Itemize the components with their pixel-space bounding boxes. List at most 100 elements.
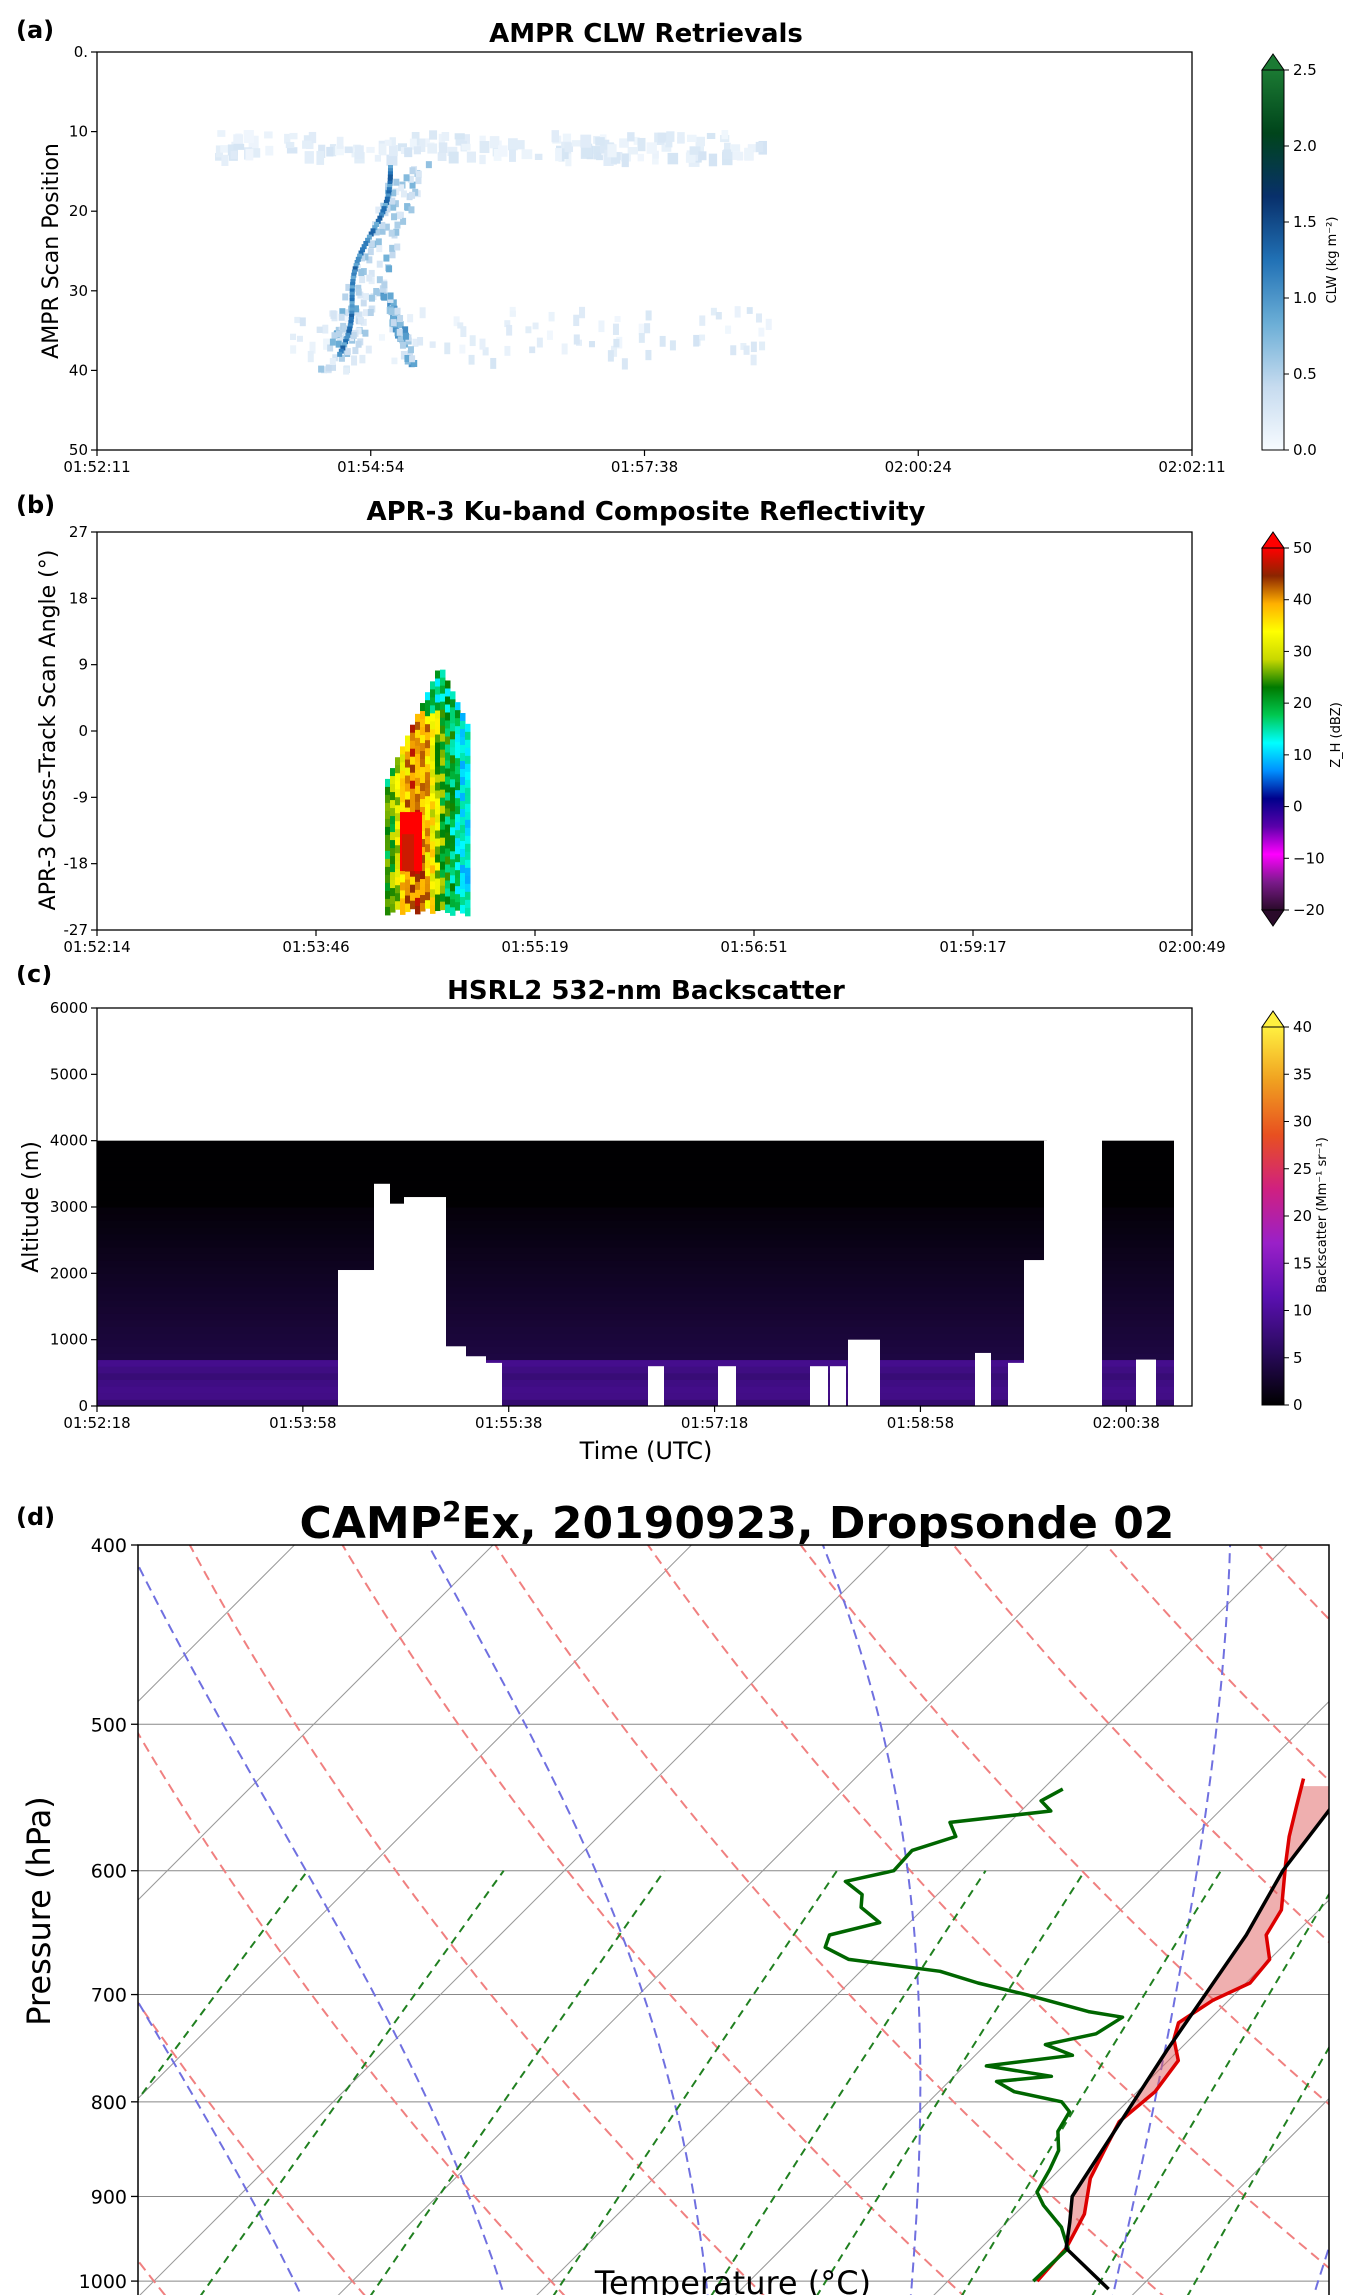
reflectivity-cell xyxy=(445,800,451,809)
clw-cell xyxy=(521,149,533,160)
clw-cell xyxy=(344,146,353,154)
clw-cell xyxy=(417,337,424,346)
clw-cell xyxy=(390,319,397,327)
reflectivity-cell xyxy=(440,853,446,863)
reflectivity-cell xyxy=(385,882,391,892)
clw-cell xyxy=(289,132,298,140)
clw-cell xyxy=(387,171,393,177)
clw-cell xyxy=(361,244,367,250)
reflectivity-cell xyxy=(440,885,446,895)
mixing-ratio-line xyxy=(816,1870,1086,2295)
backscatter-band xyxy=(97,1366,1047,1374)
reflectivity-cell xyxy=(435,782,441,792)
reflectivity-cell xyxy=(450,707,456,716)
clw-cell xyxy=(509,149,516,162)
reflectivity-cell xyxy=(445,768,451,777)
a-ytick-label: 10 xyxy=(69,123,88,141)
clw-cell xyxy=(437,152,447,161)
reflectivity-cell xyxy=(395,829,401,838)
backscatter-band xyxy=(1102,1313,1174,1321)
reflectivity-cell xyxy=(390,848,396,857)
clw-cell xyxy=(409,167,416,175)
clw-cell xyxy=(384,196,390,202)
reflectivity-cell xyxy=(460,713,466,722)
reflectivity-cell xyxy=(440,725,446,735)
chart-title-d: CAMP2Ex, 20190923, Dropsonde 02 xyxy=(300,1495,1175,1549)
clw-cell xyxy=(348,317,354,322)
reflectivity-cell xyxy=(425,804,431,813)
reflectivity-cell xyxy=(465,787,471,797)
colorbar-label-c: Backscatter (Mm⁻¹ sr⁻¹) xyxy=(1315,1137,1330,1293)
reflectivity-cell xyxy=(385,842,391,852)
clw-cell xyxy=(349,307,355,313)
reflectivity-cell xyxy=(425,732,431,741)
reflectivity-cell xyxy=(435,734,441,744)
clw-cell xyxy=(627,147,638,155)
reflectivity-cell xyxy=(405,799,411,809)
reflectivity-cell xyxy=(445,736,451,745)
clw-cell xyxy=(341,342,347,348)
reflectivity-cell xyxy=(430,761,436,770)
reflectivity-cell xyxy=(385,786,391,796)
clw-cell xyxy=(349,310,355,316)
clw-cell xyxy=(355,284,362,292)
clw-cell xyxy=(706,132,716,139)
clw-cell xyxy=(368,240,375,248)
reflectivity-cell xyxy=(460,801,466,810)
reflectivity-cell xyxy=(385,778,391,788)
reflectivity-cell xyxy=(410,796,416,806)
reflectivity-cell xyxy=(425,796,431,805)
reflectivity-cell xyxy=(440,685,446,695)
b-xtick-label: 01:55:19 xyxy=(501,938,568,956)
dry-adiabat-line xyxy=(646,1545,1329,2270)
hsrl2-backscatter-panel: (c) HSRL2 532-nm Backscatter 01:52:18 01:… xyxy=(16,965,1330,1465)
b-colorbar-extend-bottom xyxy=(1261,909,1285,927)
reflectivity-cell xyxy=(455,726,461,735)
backscatter-band xyxy=(1102,1346,1174,1354)
chart-title-c: HSRL2 532-nm Backscatter xyxy=(447,976,845,1006)
reflectivity-cell xyxy=(460,889,466,898)
clw-cell xyxy=(657,132,669,143)
clw-cell xyxy=(346,329,352,335)
d-ytick-label: 900 xyxy=(91,2186,127,2208)
reflectivity-cell xyxy=(465,867,471,877)
a-xtick-label: 02:00:24 xyxy=(885,458,952,476)
clw-cell xyxy=(345,283,352,291)
mixing-ratio-line xyxy=(552,1870,838,2295)
backscatter-band xyxy=(97,1187,1047,1195)
clw-cell xyxy=(378,334,385,341)
clw-cell xyxy=(627,132,635,142)
clw-cell xyxy=(743,345,750,355)
clw-cell xyxy=(375,206,382,214)
backscatter-band xyxy=(97,1372,1047,1380)
backscatter-band xyxy=(97,1339,1047,1347)
reflectivity-cell xyxy=(395,837,401,846)
clw-cell xyxy=(459,344,466,354)
reflectivity-cell xyxy=(455,886,461,895)
reflectivity-cell xyxy=(405,791,411,801)
backscatter-band xyxy=(97,1193,1047,1201)
reflectivity-cell xyxy=(420,703,426,712)
reflectivity-cell xyxy=(430,833,436,842)
clw-cell xyxy=(407,346,414,354)
a-colorbar-tick-label: 2.5 xyxy=(1293,61,1317,79)
c-xtick-label: 01:53:58 xyxy=(269,1414,336,1432)
clw-cell xyxy=(265,145,274,156)
reflectivity-cell xyxy=(445,832,451,841)
reflectivity-cell xyxy=(395,773,401,782)
reflectivity-cell xyxy=(430,681,436,690)
clw-cell xyxy=(355,340,362,348)
clw-cell xyxy=(389,251,396,259)
reflectivity-cell xyxy=(455,806,461,815)
reflectivity-cell xyxy=(455,718,461,727)
b-xtick-label: 02:00:49 xyxy=(1158,938,1225,956)
clw-cell xyxy=(243,130,254,143)
clw-cell xyxy=(360,299,367,307)
reflectivity-cell xyxy=(435,670,441,680)
reflectivity-cell xyxy=(415,801,421,811)
clw-cell xyxy=(429,130,438,140)
clw-cell xyxy=(506,324,513,336)
backscatter-band xyxy=(1102,1319,1174,1327)
clw-cell xyxy=(309,341,316,354)
axes-frame-a xyxy=(96,51,1193,451)
